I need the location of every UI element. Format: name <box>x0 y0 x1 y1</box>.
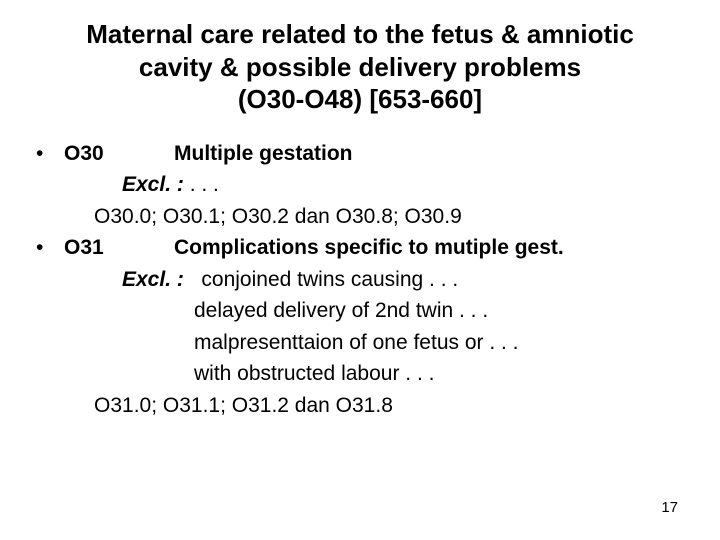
title-line-2: cavity & possible delivery problems <box>36 51 684 84</box>
subcodes: O30.0; O30.1; O30.2 dan O30.8; O30.9 <box>94 205 462 228</box>
exclusion-line: Excl. : . . . <box>36 169 684 201</box>
exclusion-item: malpresenttaion of one fetus or . . . <box>36 327 684 359</box>
exclusion-item: delayed delivery of 2nd twin . . . <box>36 295 684 327</box>
subcodes-line: O31.0; O31.1; O31.2 dan O31.8 <box>36 390 684 422</box>
exclusion-item-text: malpresenttaion of one fetus or . . . <box>194 331 519 354</box>
subcodes: O31.0; O31.1; O31.2 dan O31.8 <box>94 394 393 417</box>
code: O30 <box>64 138 174 170</box>
bullet-marker: • <box>36 232 64 264</box>
bullet-item: • O31 Complications specific to mutiple … <box>36 232 684 264</box>
slide-body: • O30 Multiple gestation Excl. : . . . O… <box>36 138 684 422</box>
subcodes-line: O30.0; O30.1; O30.2 dan O30.8; O30.9 <box>36 201 684 233</box>
code-description: Multiple gestation <box>174 138 353 170</box>
code-description: Complications specific to mutiple gest. <box>174 232 564 264</box>
exclusion-item-text: delayed delivery of 2nd twin . . . <box>194 299 488 322</box>
exclusion-label: Excl. : <box>122 173 184 196</box>
slide-title: Maternal care related to the fetus & amn… <box>36 18 684 116</box>
bullet-marker: • <box>36 138 64 170</box>
exclusion-item: with obstructed labour . . . <box>36 358 684 390</box>
exclusion-line: Excl. : conjoined twins causing . . . <box>36 264 684 296</box>
exclusion-item-text: with obstructed labour . . . <box>194 362 434 385</box>
exclusion-text: . . . <box>190 173 219 196</box>
exclusion-text: conjoined twins causing . . . <box>201 268 458 291</box>
bullet-item: • O30 Multiple gestation <box>36 138 684 170</box>
title-line-1: Maternal care related to the fetus & amn… <box>36 18 684 51</box>
exclusion-label: Excl. : <box>122 268 184 291</box>
code: O31 <box>64 232 174 264</box>
page-number: 17 <box>661 499 678 516</box>
title-line-3: (O30-O48) [653-660] <box>36 83 684 116</box>
